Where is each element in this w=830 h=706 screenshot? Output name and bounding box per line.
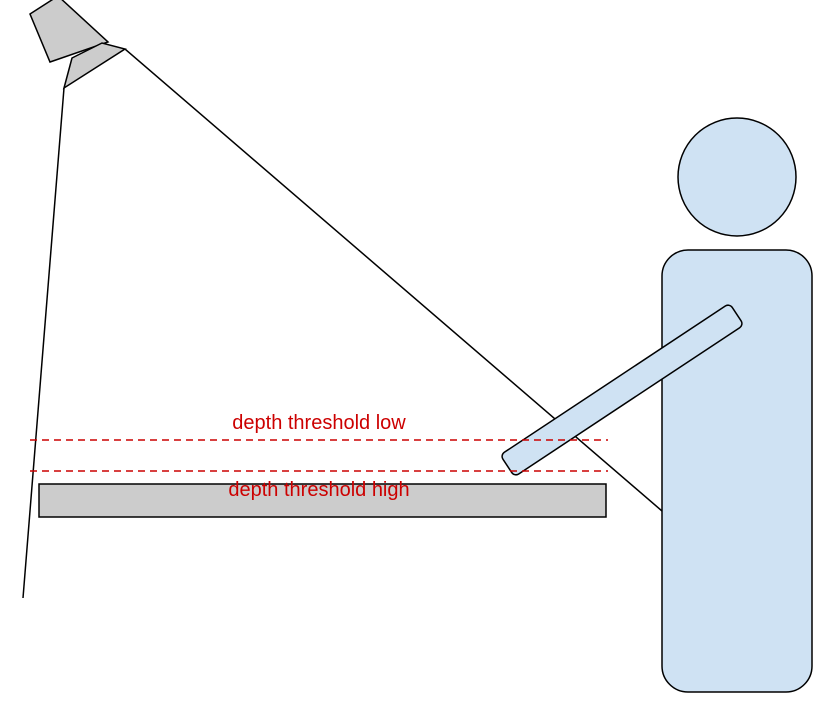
person-body — [661, 249, 813, 693]
person-arm — [501, 304, 743, 476]
person-head — [677, 117, 797, 237]
camera-lens — [62, 42, 127, 90]
camera-body — [29, 0, 110, 63]
table-surface — [38, 483, 607, 518]
camera-fov-right-line — [124, 48, 663, 512]
camera-fov-left-line — [22, 87, 65, 599]
depth-threshold-high-label: depth threshold high — [228, 479, 409, 501]
depth-threshold-low-label: depth threshold low — [232, 412, 406, 434]
camera — [29, 0, 127, 90]
person — [501, 117, 813, 693]
